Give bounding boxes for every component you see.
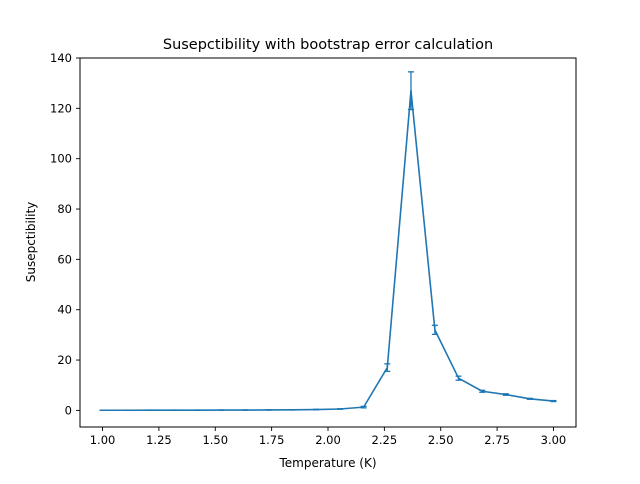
y-tick-label: 140	[50, 51, 72, 65]
y-tick-label: 20	[57, 353, 72, 367]
y-tick-label: 0	[65, 403, 72, 417]
y-tick-label: 60	[57, 252, 72, 266]
error-bar	[313, 409, 319, 410]
chart-title: Susepctibility with bootstrap error calc…	[163, 37, 493, 53]
error-bar	[527, 398, 533, 399]
x-axis-label: Temperature (K)	[278, 456, 376, 470]
y-tick-label: 120	[50, 101, 72, 115]
x-tick-label: 3.00	[541, 433, 567, 447]
x-tick-label: 1.75	[259, 433, 285, 447]
x-tick-label: 2.25	[372, 433, 398, 447]
x-tick-label: 2.75	[484, 433, 510, 447]
y-tick-label: 100	[50, 152, 72, 166]
x-tick-label: 1.25	[146, 433, 172, 447]
x-tick-label: 2.50	[428, 433, 454, 447]
x-tick-label: 2.00	[315, 433, 341, 447]
y-tick-label: 40	[57, 303, 72, 317]
x-tick-label: 1.50	[202, 433, 228, 447]
error-bar	[337, 409, 343, 410]
x-tick-label: 1.00	[90, 433, 116, 447]
error-bar	[550, 401, 556, 402]
y-axis-label: Susepctibility	[24, 202, 38, 283]
y-tick-label: 80	[57, 202, 72, 216]
